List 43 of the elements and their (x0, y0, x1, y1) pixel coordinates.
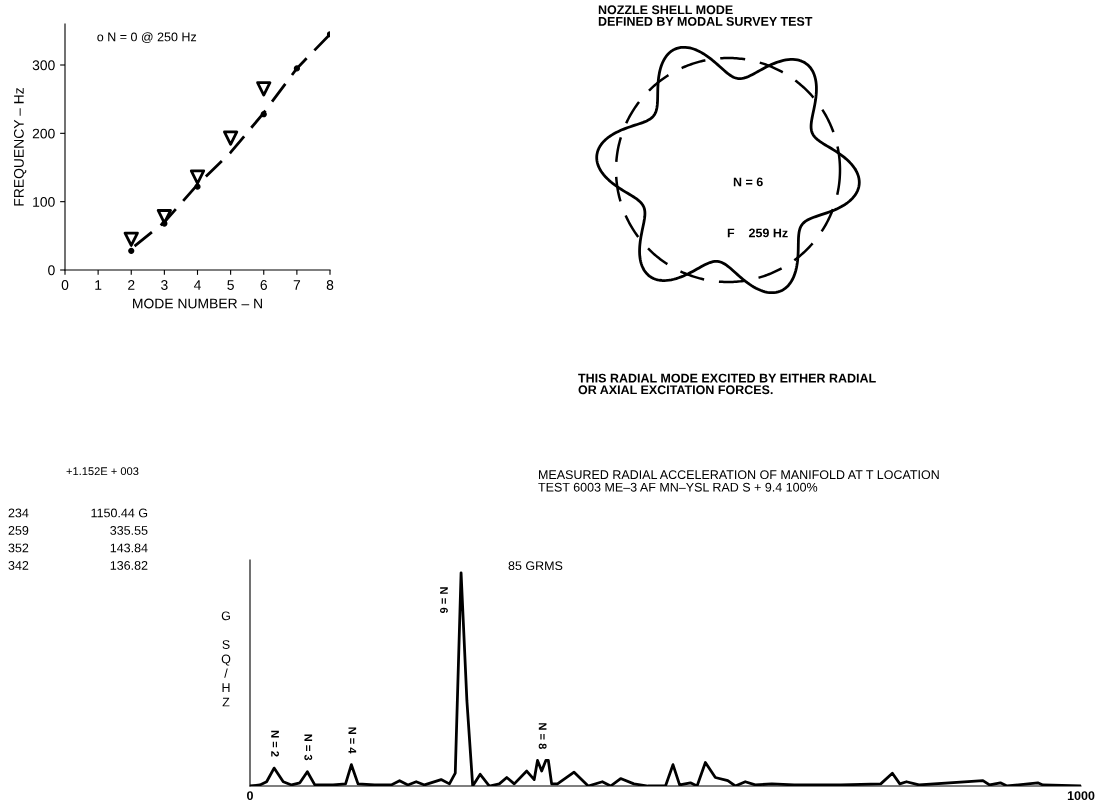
point (223, 130, 239, 146)
text: N = 6 (733, 177, 763, 187)
point (128, 247, 135, 254)
x-axis-title: MODE NUMBER – N (133, 298, 262, 309)
annotation: N = 3 (304, 734, 313, 761)
text: 352 143.84 (8, 543, 148, 553)
text: F 259 Hz (727, 228, 788, 238)
y-tick-label: 300 (32, 60, 55, 71)
point (256, 81, 272, 97)
point (189, 169, 206, 185)
point (194, 183, 201, 190)
point (161, 220, 168, 227)
x-tick-label: 1000 (1067, 791, 1095, 801)
x-tick-label: 5 (227, 280, 234, 290)
text: 85 GRMS (508, 561, 563, 571)
point (293, 65, 300, 72)
y-tick-label: 100 (33, 197, 55, 207)
text: +1.152E + 003 (66, 467, 139, 476)
annotation: N = 4 (348, 727, 357, 754)
annotation: o N = 0 @ 250 Hz (97, 32, 197, 43)
point (260, 111, 267, 118)
chart-title: MEASURED RADIAL ACCELERATION OF MANIFOLD AT T LOCATION TEST 6003 ME–3 AF MN–YSL RAD S + 9.4 100% (538, 470, 939, 492)
annotation: N = 8 (538, 723, 547, 749)
text: NOZZLE SHELL MODE DEFINED BY MODAL SURVEY TEST (598, 5, 813, 26)
text: G SQ/HZ (221, 611, 231, 707)
x-tick-label: 2 (128, 280, 135, 290)
x-tick-label: 1 (95, 280, 102, 290)
text: 342 136.82 (8, 561, 148, 570)
text: 234 1150.44 G (8, 508, 148, 518)
x-tick-label: 8 (326, 280, 334, 290)
x-tick-label: 4 (193, 280, 201, 290)
y-tick-label: 0 (48, 265, 55, 276)
point (123, 231, 139, 247)
text: 259 335.55 (8, 526, 148, 535)
x-tick-label: 0 (61, 280, 69, 290)
annotation: N = 2 (271, 730, 279, 757)
y-axis-title: FREQUENCY – Hz (13, 88, 27, 206)
x-tick-label: 7 (293, 280, 301, 290)
x-tick-label: 3 (161, 280, 168, 290)
x-tick-label: 6 (260, 280, 267, 290)
annotation: N = 6 (440, 587, 448, 614)
text: THIS RADIAL MODE EXCITED BY EITHER RADIAL OR AXIAL EXCITATION FORCES. (578, 373, 876, 395)
y-tick-label: 200 (32, 128, 55, 139)
